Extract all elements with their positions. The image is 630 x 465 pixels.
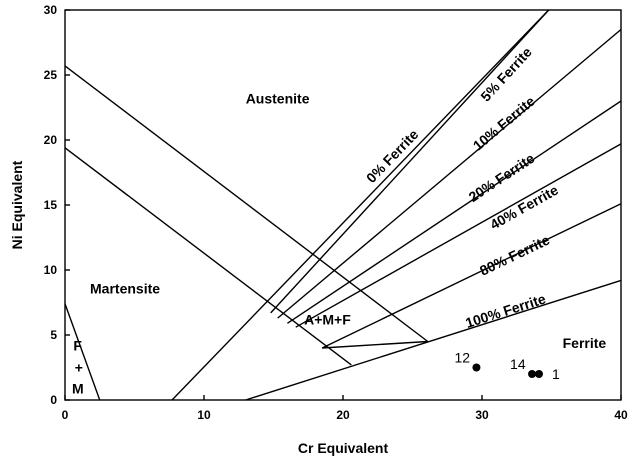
diagram-lines: [64, 9, 622, 401]
point-label-0: 12: [454, 350, 470, 366]
boundary-line-1: [64, 147, 352, 366]
x-tick-label-3: 30: [475, 408, 489, 422]
data-point-2: [534, 370, 543, 378]
boundary-line-3: [322, 340, 428, 349]
ferrite-line-6: [245, 279, 622, 401]
region-label-3: Ferrite: [563, 335, 607, 351]
y-tick-label-6: 30: [44, 3, 58, 17]
data-points: 12 14 1: [454, 350, 560, 383]
x-axis-ticks: 0 10 20 30 40: [62, 395, 628, 422]
data-point-0: [472, 363, 481, 372]
y-tick-label-5: 25: [44, 68, 58, 82]
region-label-2: A+M+F: [304, 312, 351, 328]
region-label-4: F: [73, 338, 82, 354]
region-labels: Austenite Martensite A+M+F Ferrite F + M: [72, 91, 606, 397]
region-label-6: M: [72, 381, 84, 397]
boundary-line-2: [64, 303, 101, 401]
boundary-line-0: [64, 65, 429, 343]
y-tick-label-3: 15: [44, 198, 58, 212]
ferrite-line-3: [287, 100, 622, 324]
y-tick-label-0: 0: [50, 393, 57, 407]
y-axis-title: Ni Equivalent: [9, 160, 25, 249]
ferrite-line-1: [270, 9, 550, 314]
ferrite-label-0: 0% Ferrite: [363, 126, 422, 186]
region-label-1: Martensite: [90, 280, 160, 296]
x-axis-title: Cr Equivalent: [298, 440, 389, 456]
region-label-0: Austenite: [246, 91, 310, 107]
ferrite-label-6: 100% Ferrite: [463, 290, 547, 331]
x-tick-label-4: 40: [614, 408, 628, 422]
point-label-1: 14: [510, 356, 526, 372]
data-point-1: [528, 370, 537, 378]
ferrite-line-0: [171, 9, 550, 401]
y-tick-label-1: 5: [50, 328, 57, 342]
y-tick-label-4: 20: [44, 133, 58, 147]
x-tick-label-1: 10: [197, 408, 211, 422]
ferrite-line-5: [321, 203, 622, 349]
ferrite-line-4: [295, 143, 622, 328]
ferrite-line-2: [277, 28, 622, 319]
point-label-2: 1: [552, 366, 560, 382]
ferrite-label-4: 40% Ferrite: [487, 182, 561, 233]
y-axis-ticks: 0 5 10 15 20 25 30: [44, 3, 70, 407]
x-tick-label-2: 20: [336, 408, 350, 422]
ferrite-label-2: 10% Ferrite: [470, 93, 538, 154]
x-tick-label-0: 0: [62, 408, 69, 422]
ferrite-label-5: 80% Ferrite: [477, 231, 552, 278]
region-label-5: +: [75, 360, 83, 376]
y-tick-label-2: 10: [44, 263, 58, 277]
